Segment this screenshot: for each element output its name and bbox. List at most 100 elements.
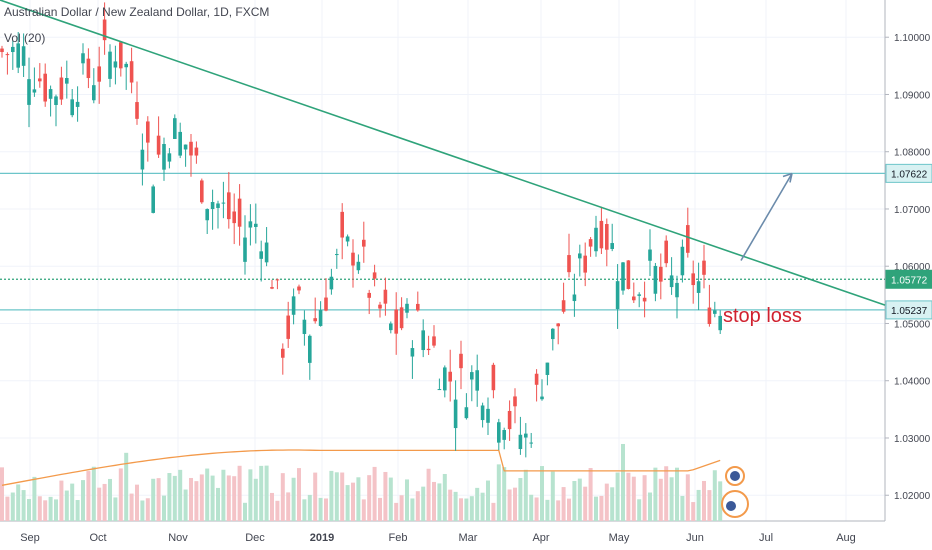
level-price-tag — [885, 163, 932, 183]
volume-bar — [81, 480, 85, 521]
candle-body — [556, 323, 560, 327]
candle-body — [281, 348, 285, 358]
candle-body — [583, 255, 587, 273]
volume-bar — [210, 475, 215, 521]
volume-bar — [675, 467, 679, 521]
level-price-tag — [885, 300, 932, 320]
volume-bar — [32, 476, 37, 521]
y-tick-label: 1.07000 — [894, 205, 931, 216]
volume-bar — [167, 473, 172, 521]
candle-body — [313, 318, 317, 322]
volume-bar — [232, 476, 237, 521]
candle-body — [502, 430, 506, 440]
volume-bar — [707, 490, 712, 521]
candle-body — [329, 276, 334, 290]
candle-body — [653, 265, 658, 294]
candle-body — [529, 442, 533, 444]
volume-bar — [545, 499, 550, 521]
volume-bar — [307, 494, 312, 521]
candle-body — [588, 239, 593, 247]
candle-body — [275, 279, 280, 281]
volume-bar — [264, 465, 269, 521]
candle-body — [65, 78, 69, 84]
candle-body — [507, 410, 512, 430]
candle-body — [642, 297, 647, 302]
volume-bar — [118, 468, 123, 521]
candle-body — [286, 315, 290, 339]
volume-bar — [221, 469, 226, 521]
candle-body — [97, 66, 101, 82]
candle-body — [113, 61, 118, 68]
volume-bar — [388, 477, 393, 521]
candle-body — [464, 407, 469, 419]
candle-body — [11, 46, 15, 53]
volume-bar — [604, 483, 609, 521]
volume-bar — [480, 492, 485, 521]
candle-body — [410, 348, 415, 357]
event-flag-icon-inner — [730, 471, 740, 481]
candle-body — [356, 261, 361, 271]
volume-bar — [534, 497, 539, 521]
volume-bar — [64, 490, 69, 521]
candle-body — [335, 254, 339, 256]
volume-bar — [59, 480, 64, 521]
volume-bar — [205, 468, 210, 521]
volume-bar — [351, 482, 355, 521]
volume-bar — [21, 490, 26, 521]
candle-body — [443, 367, 447, 391]
volume-bar — [237, 465, 242, 521]
candle-body — [540, 396, 544, 400]
volume-bar — [334, 472, 339, 521]
candle-body — [232, 211, 236, 224]
candle-body — [59, 77, 64, 100]
volume-bar — [453, 491, 458, 521]
x-tick-label: May — [609, 532, 630, 544]
volume-bar — [270, 492, 274, 521]
x-tick-label: Sep — [20, 532, 40, 544]
candle-body — [86, 58, 91, 79]
candle-body — [664, 240, 668, 264]
candle-body — [345, 236, 350, 242]
candle-body — [135, 102, 139, 119]
candle-body — [394, 309, 398, 334]
candle-body — [718, 315, 722, 331]
candle-body — [362, 239, 366, 247]
volume-bar — [102, 483, 107, 521]
y-tick-label: 1.06000 — [894, 262, 931, 273]
candle-body — [156, 135, 161, 155]
candle-body — [151, 186, 155, 213]
volume-bar — [718, 481, 723, 521]
candle-body — [659, 266, 663, 282]
candle-body — [270, 287, 274, 289]
volume-bar — [113, 497, 118, 521]
candle-body — [205, 209, 209, 221]
candle-body — [102, 19, 107, 41]
candle-body — [551, 328, 555, 340]
x-tick-label: Mar — [459, 532, 478, 544]
candle-body — [567, 255, 571, 273]
candle-body — [167, 153, 172, 162]
volume-bar — [70, 483, 75, 521]
volume-bar — [10, 492, 15, 521]
volume-bar — [567, 498, 571, 521]
candle-body — [691, 273, 695, 286]
volume-bar — [361, 499, 366, 521]
volume-bar — [426, 468, 431, 521]
volume-bar — [162, 495, 166, 521]
volume-bar — [529, 494, 534, 521]
volume-bar — [140, 500, 145, 521]
volume-bar — [680, 495, 685, 521]
candle-body — [637, 294, 641, 296]
candle-body — [367, 292, 371, 298]
candle-body — [340, 211, 344, 238]
event-group-icon-inner — [726, 501, 736, 511]
volume-bar — [399, 495, 404, 521]
level-price-label: 1.05237 — [891, 306, 928, 317]
volume-bar — [540, 466, 544, 521]
volume-bar — [405, 479, 409, 521]
candle-body — [626, 260, 631, 289]
candle-body — [227, 192, 231, 220]
candle-body — [518, 434, 523, 450]
volume-label: Vol (20) — [4, 31, 46, 45]
candle-body — [237, 198, 242, 227]
